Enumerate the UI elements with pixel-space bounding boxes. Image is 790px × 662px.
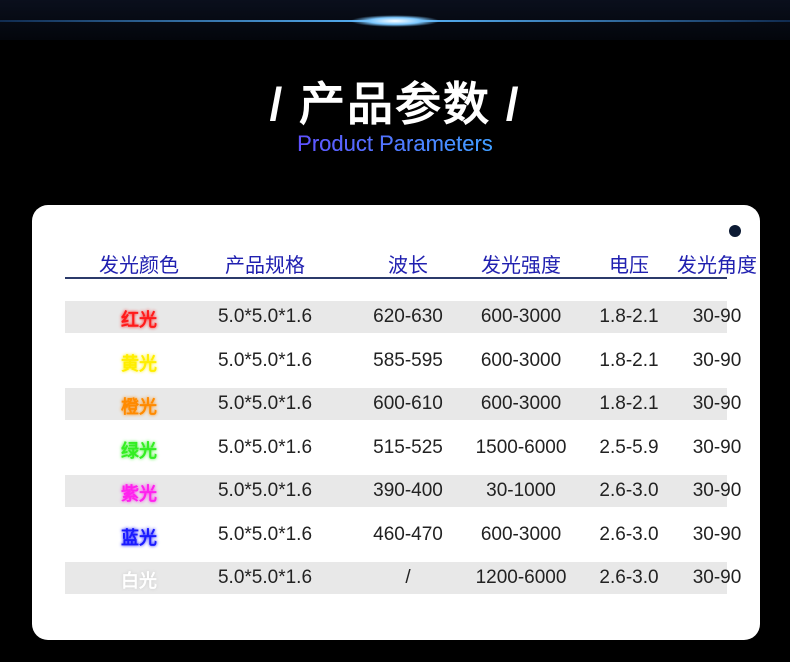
spec-cell: 5.0*5.0*1.6 (217, 480, 313, 501)
color-cell: 绿光 (121, 440, 157, 461)
table-row: 绿光 5.0*5.0*1.6 515-525 1500-6000 2.5-5.9 30-9… (65, 432, 741, 464)
parameters-card: 发光颜色 产品规格 波长 发光强度 电压 发光角度 红光 5.0*5.0*1.6 620-63… (32, 205, 760, 640)
spec-cell: 5.0*5.0*1.6 (217, 393, 313, 414)
angle-cell: 30-90 (692, 567, 742, 588)
voltage-cell: 1.8-2.1 (599, 349, 659, 371)
angle-cell: 30-90 (692, 393, 742, 414)
table-header: 发光颜色 产品规格 波长 发光强度 电压 发光角度 (65, 247, 757, 279)
table-row: 白光 5.0*5.0*1.6 / 1200-6000 2.6-3.0 30-90 (65, 562, 741, 594)
lens-flare (350, 15, 440, 27)
angle-cell: 30-90 (692, 480, 742, 501)
intensity-cell: 30-1000 (486, 480, 556, 501)
spec-cell: 5.0*5.0*1.6 (217, 436, 313, 458)
column-header: 产品规格 (225, 255, 305, 277)
table-row: 紫光 5.0*5.0*1.6 390-400 30-1000 2.6-3.0 30-90 (65, 475, 741, 507)
decorative-dot (729, 225, 741, 237)
wavelength-cell: 515-525 (373, 436, 443, 458)
voltage-cell: 1.8-2.1 (599, 306, 659, 327)
color-cell: 紫光 (121, 484, 157, 504)
table-row: 黄光 5.0*5.0*1.6 585-595 600-3000 1.8-2.1 30-90 (65, 345, 741, 377)
voltage-cell: 2.6-3.0 (599, 480, 659, 501)
intensity-cell: 600-3000 (480, 393, 562, 414)
intensity-cell: 1500-6000 (475, 436, 567, 458)
column-header: 发光角度 (677, 255, 757, 277)
color-cell: 橙光 (121, 397, 157, 417)
table-row: 红光 5.0*5.0*1.6 620-630 600-3000 1.8-2.1 30-90 (65, 301, 741, 333)
voltage-cell: 2.5-5.9 (599, 436, 659, 458)
wavelength-cell: / (405, 567, 411, 588)
angle-cell: 30-90 (692, 523, 742, 545)
intensity-cell: 600-3000 (480, 306, 562, 327)
wavelength-cell: 585-595 (373, 349, 443, 371)
spec-cell: 5.0*5.0*1.6 (217, 567, 313, 588)
column-header: 发光强度 (481, 255, 561, 277)
voltage-cell: 2.6-3.0 (599, 567, 659, 588)
spec-cell: 5.0*5.0*1.6 (217, 349, 313, 371)
column-header: 发光颜色 (99, 255, 179, 277)
column-header: 电压 (609, 255, 649, 277)
spec-cell: 5.0*5.0*1.6 (217, 523, 313, 545)
wavelength-cell: 390-400 (373, 480, 443, 501)
angle-cell: 30-90 (692, 349, 742, 371)
table-row: 橙光 5.0*5.0*1.6 600-610 600-3000 1.8-2.1 30-90 (65, 388, 741, 420)
voltage-cell: 1.8-2.1 (599, 393, 659, 414)
angle-cell: 30-90 (692, 436, 742, 458)
column-header: 波长 (388, 255, 428, 277)
color-cell: 红光 (121, 310, 157, 330)
color-cell: 蓝光 (121, 527, 157, 548)
page-title: / 产品参数 / (269, 78, 521, 130)
color-cell: 白光 (121, 571, 157, 591)
wavelength-cell: 600-610 (373, 393, 443, 414)
color-cell: 黄光 (121, 353, 157, 374)
page-subtitle: Product Parameters (0, 131, 790, 157)
subtitle-text: Product Parameters (297, 131, 493, 156)
intensity-cell: 600-3000 (480, 349, 562, 371)
spec-cell: 5.0*5.0*1.6 (217, 306, 313, 327)
wavelength-cell: 460-470 (373, 523, 443, 545)
voltage-cell: 2.6-3.0 (599, 523, 659, 545)
table-row: 蓝光 5.0*5.0*1.6 460-470 600-3000 2.6-3.0 30-90 (65, 519, 741, 551)
wavelength-cell: 620-630 (373, 306, 443, 327)
intensity-cell: 600-3000 (480, 523, 562, 545)
intensity-cell: 1200-6000 (475, 567, 567, 588)
angle-cell: 30-90 (692, 306, 742, 327)
